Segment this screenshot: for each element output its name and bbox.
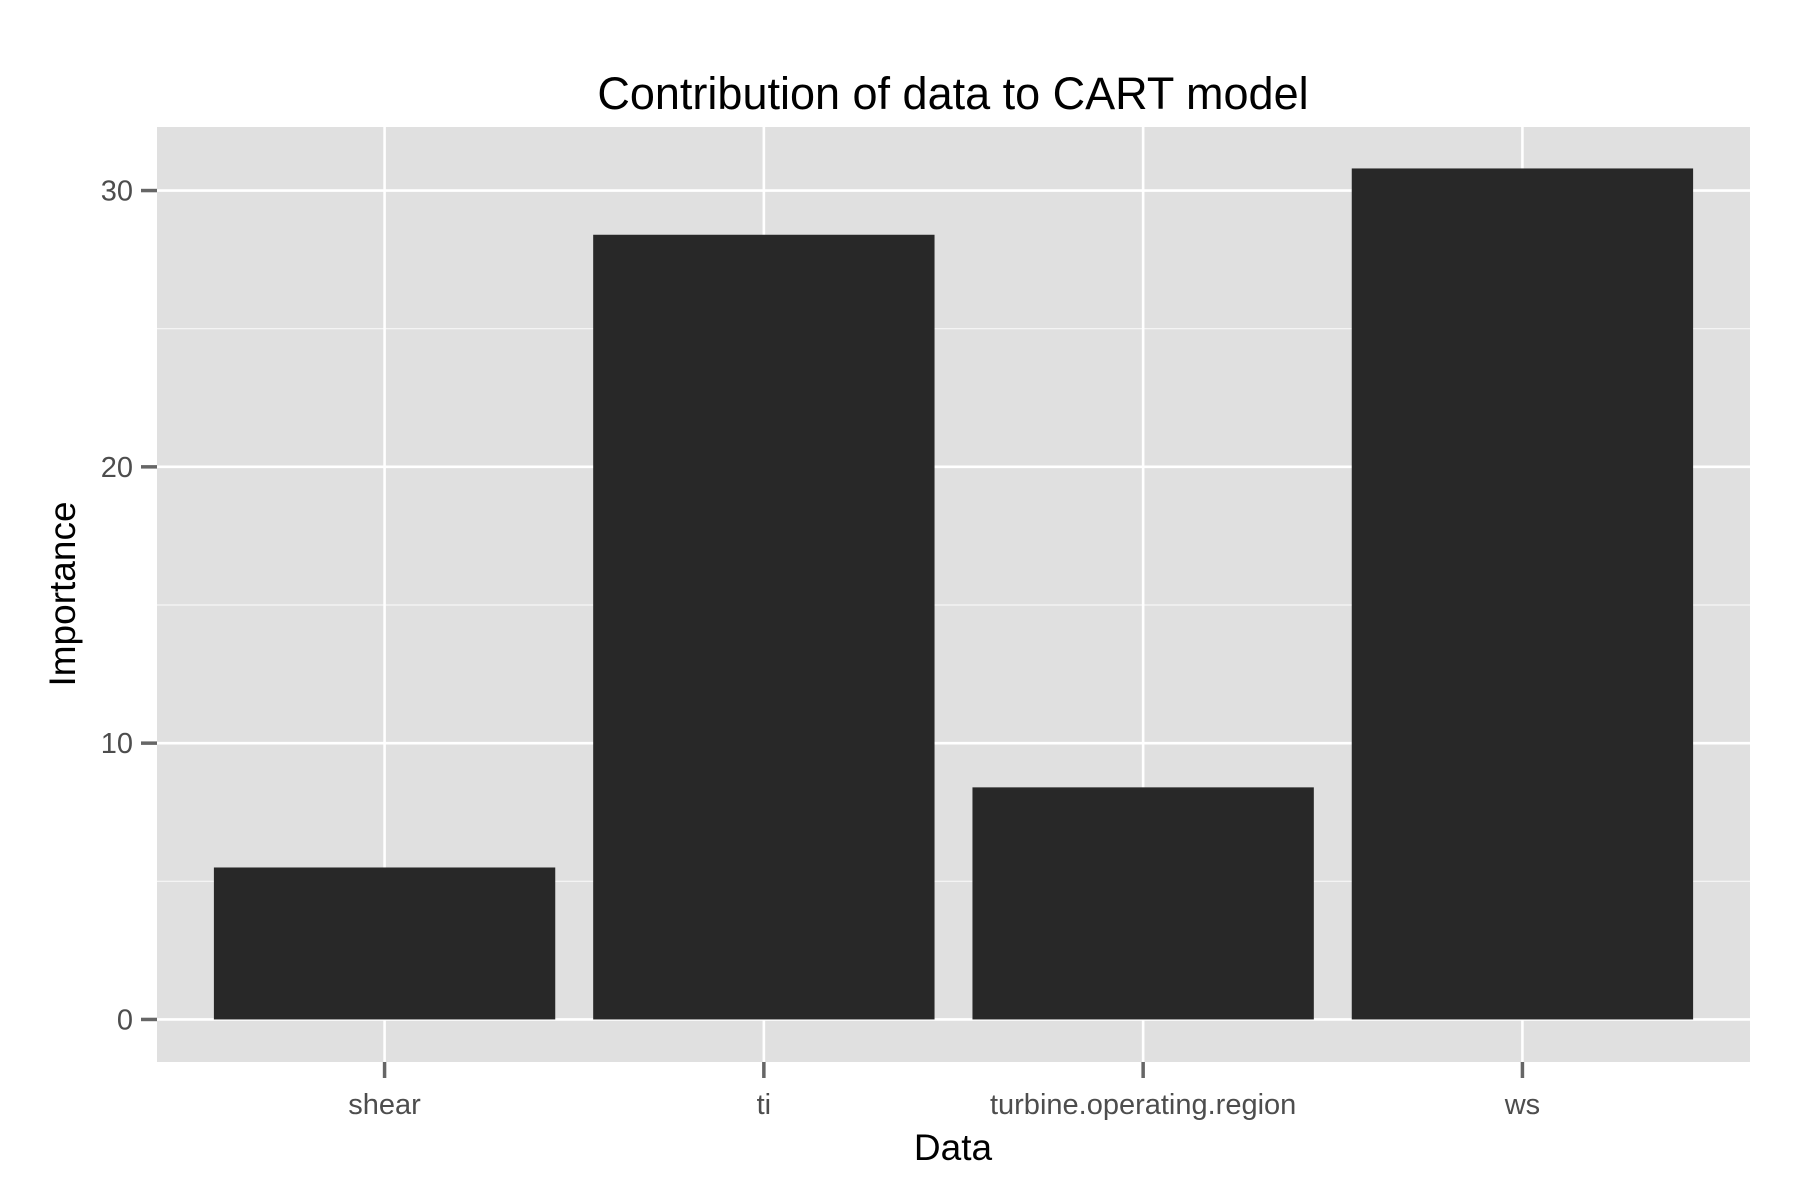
bar-ti — [593, 234, 935, 1020]
x-tick-label: shear — [348, 1089, 421, 1121]
chart-title: Contribution of data to CART model — [597, 68, 1308, 119]
bars — [213, 168, 1694, 1020]
x-axis-title: Data — [914, 1127, 993, 1168]
y-tick-label: 0 — [117, 1004, 133, 1036]
y-axis-title: Importance — [42, 501, 83, 686]
bar-ws — [1351, 168, 1694, 1020]
x-tick-label: turbine.operating.region — [990, 1089, 1296, 1121]
axes: 0 10 20 30 shear ti turbine.operating.region ws — [101, 176, 1540, 1121]
y-tick-label: 20 — [101, 452, 133, 484]
x-tick-label: ti — [757, 1089, 772, 1121]
y-tick-label: 10 — [101, 728, 133, 760]
bar-turbine-operating-region — [972, 787, 1314, 1020]
y-tick-label: 30 — [101, 176, 133, 208]
bar-shear — [213, 867, 556, 1020]
x-tick-label: ws — [1504, 1089, 1540, 1121]
